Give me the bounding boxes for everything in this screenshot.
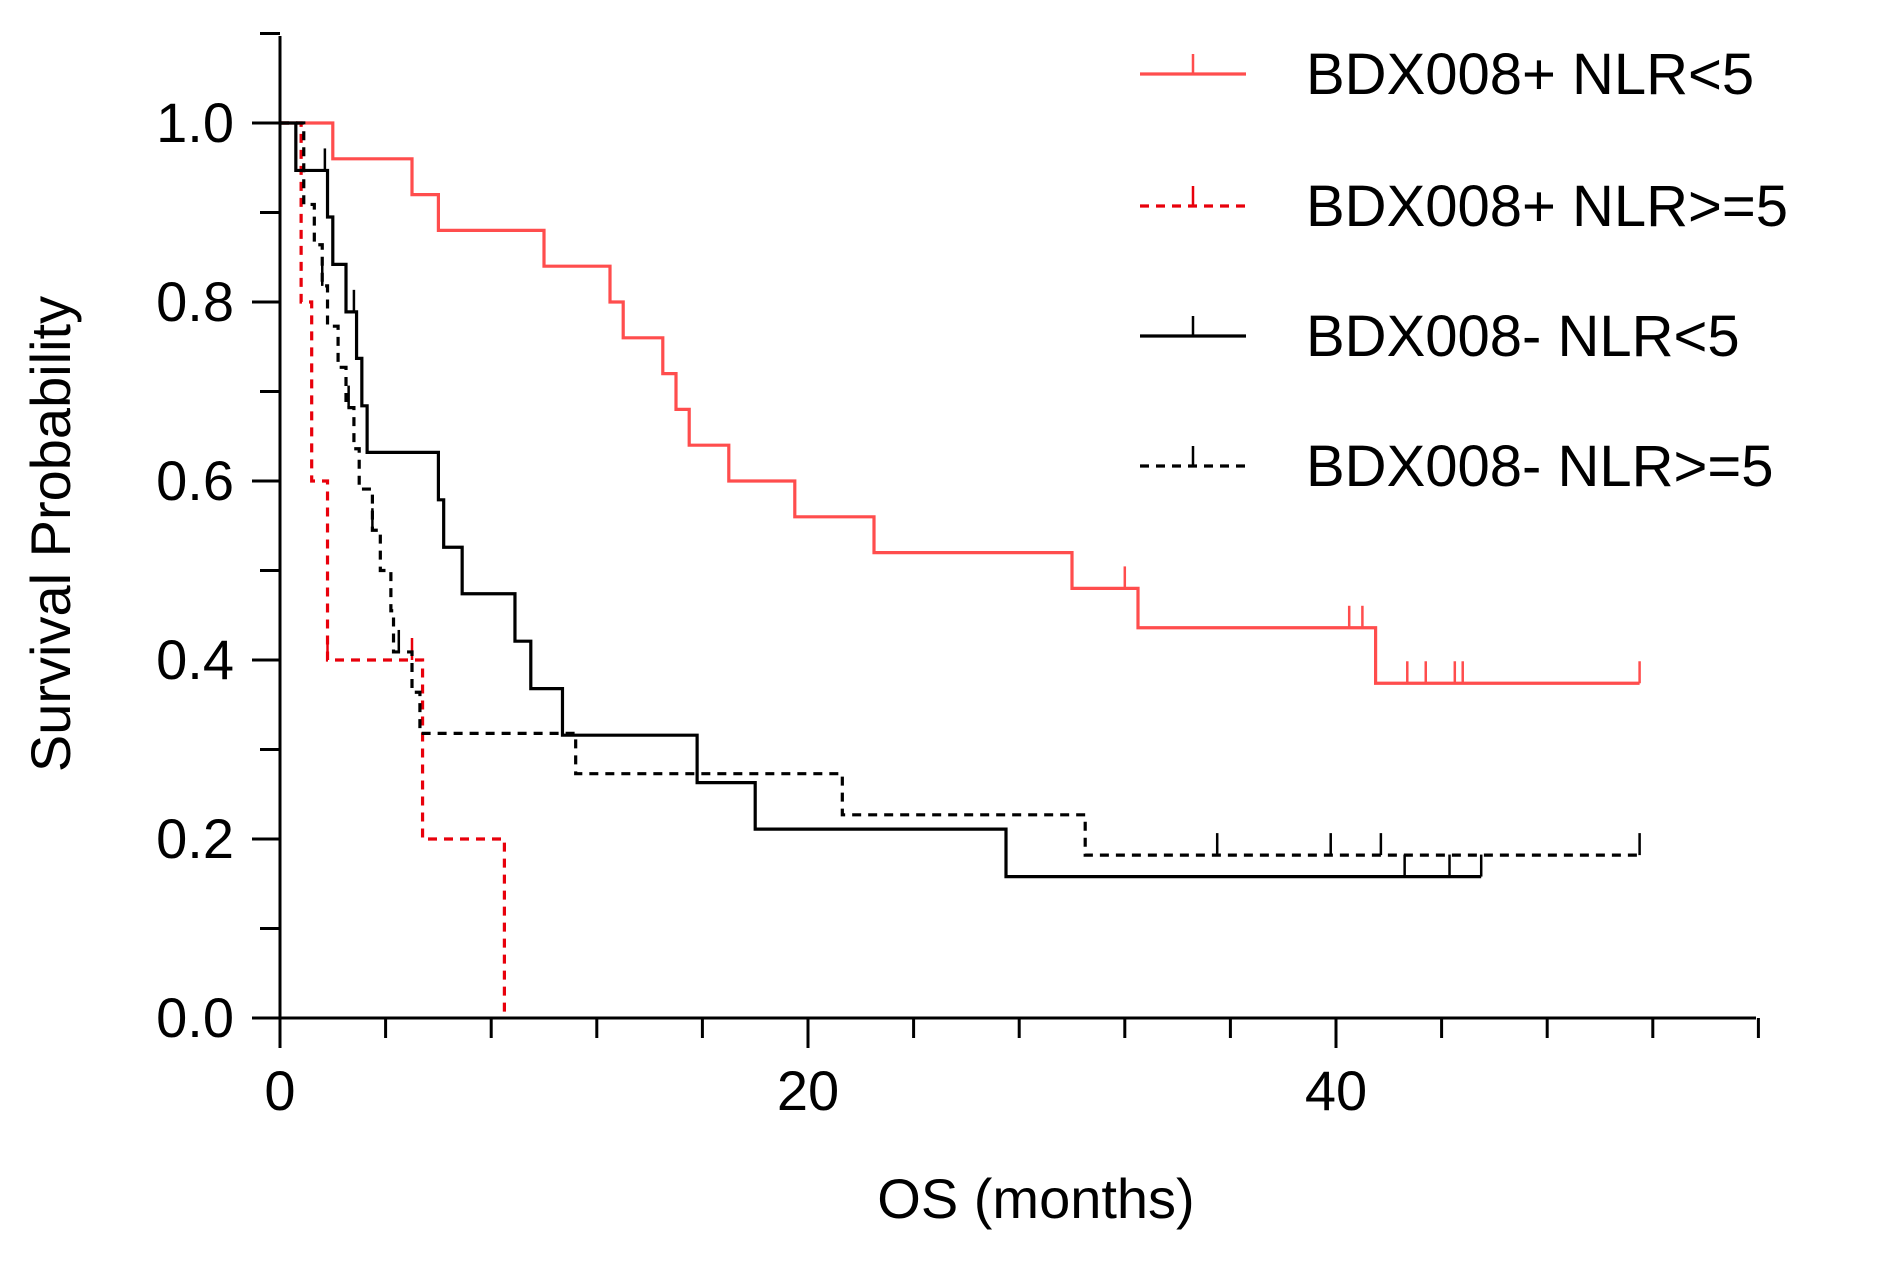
legend-item-bdx008-pos-nlr-lt5: BDX008+ NLR<5	[1140, 42, 1754, 107]
y-axis-title: Survival Probability	[19, 296, 82, 772]
y-tick-label: 0.6	[156, 449, 234, 512]
legend-item-bdx008-nlr-ge5: BDX008- NLR>=5	[1140, 434, 1773, 499]
legend-label: BDX008- NLR<5	[1306, 304, 1740, 369]
series-bdx008-pos-nlr-lt5	[280, 121, 1641, 685]
series-bdx008-nlr-lt5	[280, 121, 1483, 879]
axis-ticks: 0.0 0.2 0.4 0.6 0.8 1.0 0 20 40	[156, 32, 1760, 1122]
curve-bdx008-pos-nlr-lt5	[280, 121, 1640, 685]
axes	[278, 36, 1756, 1020]
legend-item-bdx008-pos-nlr-ge5: BDX008+ NLR>=5	[1140, 174, 1788, 239]
legend-label: BDX008+ NLR>=5	[1306, 174, 1788, 239]
series-bdx008-nlr-ge5	[280, 121, 1641, 857]
x-tick-label: 40	[1305, 1059, 1367, 1122]
legend-label: BDX008- NLR>=5	[1306, 434, 1773, 499]
x-tick-label: 0	[264, 1059, 295, 1122]
y-tick-label: 0.8	[156, 270, 234, 333]
legend-label: BDX008+ NLR<5	[1306, 42, 1754, 107]
curve-bdx008-nlr-lt5	[280, 121, 1482, 879]
curve-bdx008-pos-nlr-ge5	[280, 121, 506, 1018]
series-bdx008-pos-nlr-ge5	[280, 121, 506, 1018]
y-tick-label: 0.4	[156, 628, 234, 691]
x-axis-title: OS (months)	[877, 1167, 1194, 1230]
legend-item-bdx008-nlr-lt5: BDX008- NLR<5	[1140, 304, 1740, 369]
y-tick-label: 1.0	[156, 91, 234, 154]
y-tick-label: 0.2	[156, 807, 234, 870]
legend: BDX008+ NLR<5 BDX008+ NLR>=5 BDX008- NLR<5…	[1140, 42, 1788, 499]
x-tick-label: 20	[777, 1059, 839, 1122]
y-tick-label: 0.0	[156, 986, 234, 1049]
survival-curves	[280, 121, 1641, 1018]
